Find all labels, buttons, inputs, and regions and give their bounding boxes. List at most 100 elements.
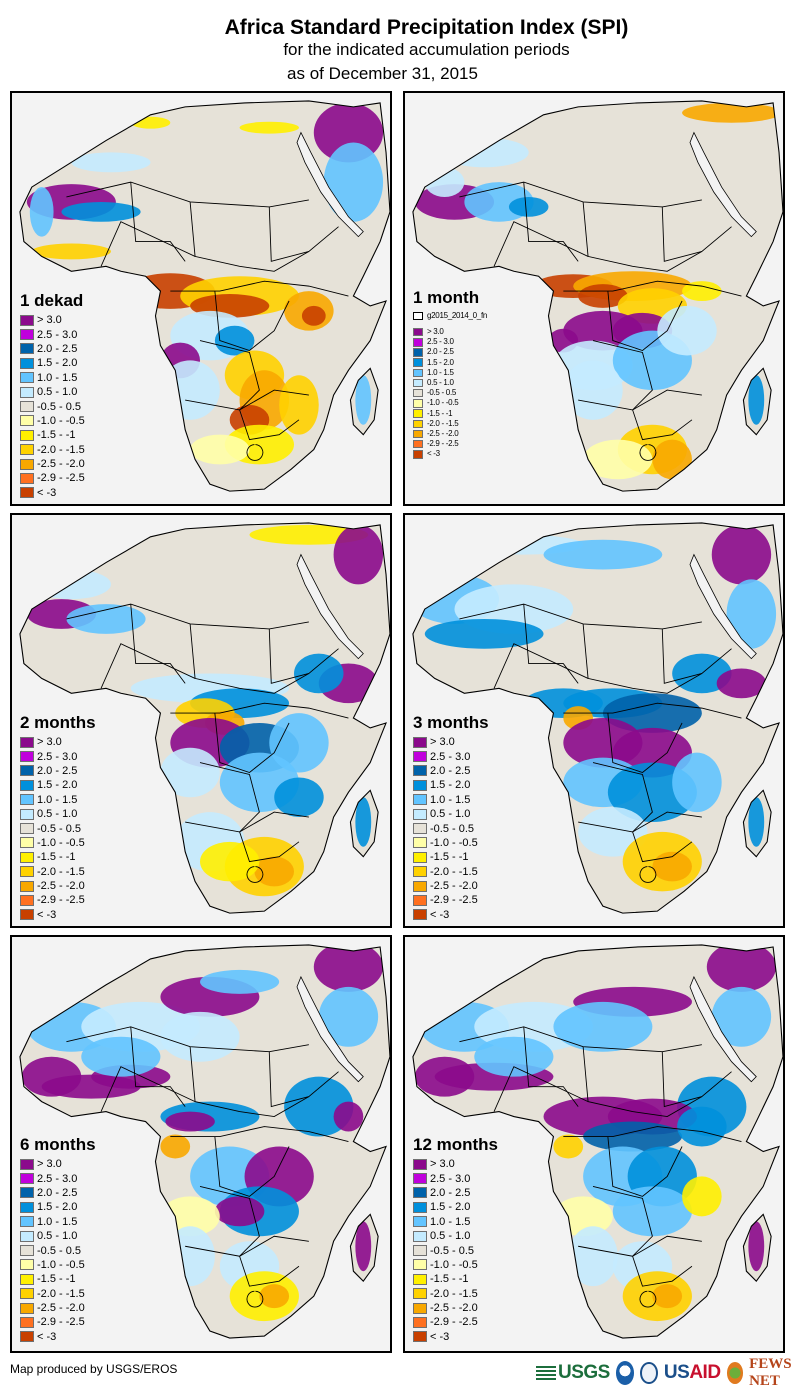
country-border bbox=[607, 1136, 683, 1197]
legend-row: -2.0 - -1.5 bbox=[413, 865, 489, 879]
spi-region bbox=[355, 797, 372, 847]
legend-swatch bbox=[413, 429, 423, 439]
spi-region bbox=[66, 604, 146, 634]
legend-label: -1.5 - -1 bbox=[427, 408, 453, 418]
spi-region bbox=[602, 693, 702, 733]
legend-swatch bbox=[20, 808, 34, 820]
legend-swatch bbox=[413, 736, 427, 748]
legend-row: -2.0 - -1.5 bbox=[413, 1287, 498, 1301]
legend-swatch bbox=[20, 1230, 34, 1242]
country-border bbox=[607, 713, 683, 773]
legend-swatch bbox=[413, 399, 423, 408]
country-border bbox=[185, 389, 309, 411]
legend-swatch bbox=[20, 458, 34, 470]
legend-label: -2.5 - -2.0 bbox=[37, 880, 85, 893]
legend-swatch bbox=[20, 1259, 34, 1271]
spi-region bbox=[200, 841, 260, 882]
country-border bbox=[189, 1046, 310, 1118]
spi-region bbox=[748, 797, 765, 847]
legend-swatch bbox=[413, 1216, 427, 1228]
legend-swatch bbox=[20, 1316, 34, 1328]
map-panel-1-month: 1 month g2015_2014_0_fn > 3.0 2.5 - 3.0 2.0 … bbox=[403, 91, 785, 506]
africa-map bbox=[19, 522, 390, 914]
legend-label: -2.5 - -2.0 bbox=[37, 1302, 85, 1315]
legend-row: 2.5 - 3.0 bbox=[413, 337, 487, 347]
legend-row: 2.0 - 2.5 bbox=[20, 342, 85, 356]
red-sea bbox=[689, 975, 757, 1083]
spi-region bbox=[748, 1221, 765, 1272]
legend-swatch bbox=[20, 736, 34, 748]
coastline bbox=[349, 367, 379, 436]
legend-swatch bbox=[413, 1259, 427, 1271]
legend-row: 0.5 - 1.0 bbox=[413, 1229, 498, 1243]
legend-row: -1.5 - -1 bbox=[20, 850, 96, 864]
spi-region bbox=[318, 986, 379, 1047]
country-border bbox=[639, 1290, 657, 1308]
map-panel-6-months: 6 months > 3.0 2.5 - 3.0 2.0 - 2.5 1.5 - 2.0… bbox=[10, 935, 392, 1353]
legend-label: -2.5 - -2.0 bbox=[427, 428, 459, 438]
legend-row: 1.5 - 2.0 bbox=[413, 1200, 498, 1214]
legend-label: -0.5 - 0.5 bbox=[37, 400, 82, 413]
legend-swatch bbox=[413, 894, 427, 906]
legend-swatch bbox=[20, 866, 34, 878]
legend-swatch bbox=[20, 1187, 34, 1199]
legend-label: -0.5 - 0.5 bbox=[430, 822, 475, 835]
legend-label: 2.5 - 3.0 bbox=[427, 337, 454, 347]
legend-label: 2.5 - 3.0 bbox=[430, 1172, 471, 1185]
legend-row: -0.5 - 0.5 bbox=[413, 1243, 498, 1257]
legend-swatch bbox=[413, 358, 423, 367]
africa-map bbox=[412, 522, 783, 914]
legend-swatch bbox=[20, 1331, 34, 1343]
legend-row: -2.5 - -2.0 bbox=[413, 879, 489, 893]
legend-label: < -3 bbox=[427, 449, 440, 459]
legend-swatch bbox=[20, 794, 34, 806]
legend-row: -1.5 - -1 bbox=[20, 428, 85, 442]
legend-label: > 3.0 bbox=[37, 1158, 62, 1171]
legend-swatch bbox=[413, 823, 427, 835]
legend-row: -0.5 - 0.5 bbox=[413, 821, 489, 835]
country-border bbox=[170, 280, 349, 297]
legend-swatch bbox=[20, 1216, 34, 1228]
legend-label: > 3.0 bbox=[37, 736, 62, 749]
legend-row: > 3.0 bbox=[413, 327, 487, 337]
legend-label: -2.5 - -2.0 bbox=[37, 458, 85, 471]
legend-label: > 3.0 bbox=[427, 327, 444, 337]
legend-swatch bbox=[20, 415, 34, 427]
spi-region bbox=[682, 281, 722, 301]
country-border bbox=[578, 811, 702, 833]
legend-swatch bbox=[20, 472, 34, 484]
legend-row: -0.5 - 0.5 bbox=[20, 821, 96, 835]
legend-swatch bbox=[413, 751, 427, 763]
legend-row: -2.5 - -2.0 bbox=[413, 1301, 498, 1315]
spi-region bbox=[29, 187, 54, 237]
legend-swatch bbox=[20, 1273, 34, 1285]
country-border bbox=[214, 291, 290, 351]
spi-region bbox=[31, 243, 111, 260]
legend-row: 1.0 - 1.5 bbox=[20, 1215, 96, 1229]
legend-label: -2.0 - -1.5 bbox=[37, 1287, 85, 1300]
legend-swatch bbox=[20, 401, 34, 413]
spi-region bbox=[682, 102, 782, 123]
legend-row: 0.5 - 1.0 bbox=[20, 1229, 96, 1243]
legend-row: 2.5 - 3.0 bbox=[413, 749, 489, 763]
red-sea bbox=[689, 131, 757, 238]
spi-region bbox=[165, 1111, 215, 1132]
map-subtitle: for the indicated accumulation periods bbox=[283, 40, 570, 59]
legend-row: 1.5 - 2.0 bbox=[20, 356, 85, 370]
legend-row: 1.5 - 2.0 bbox=[20, 1200, 96, 1214]
legend-label: 0.5 - 1.0 bbox=[37, 386, 78, 399]
country-border bbox=[493, 221, 589, 267]
legend-swatch bbox=[20, 372, 34, 384]
spi-region bbox=[61, 201, 141, 222]
country-border bbox=[661, 628, 732, 684]
country-border bbox=[246, 444, 264, 461]
legend-label: 1.0 - 1.5 bbox=[430, 793, 471, 806]
legend-swatch bbox=[413, 1201, 427, 1213]
country-border bbox=[592, 762, 653, 833]
spi-region bbox=[165, 1226, 215, 1287]
country-border bbox=[592, 1185, 653, 1257]
spi-region bbox=[259, 1284, 290, 1309]
legend-swatch bbox=[413, 808, 427, 820]
legend-label: 1.5 - 2.0 bbox=[37, 779, 78, 792]
legend-row: 2.5 - 3.0 bbox=[413, 1171, 498, 1185]
